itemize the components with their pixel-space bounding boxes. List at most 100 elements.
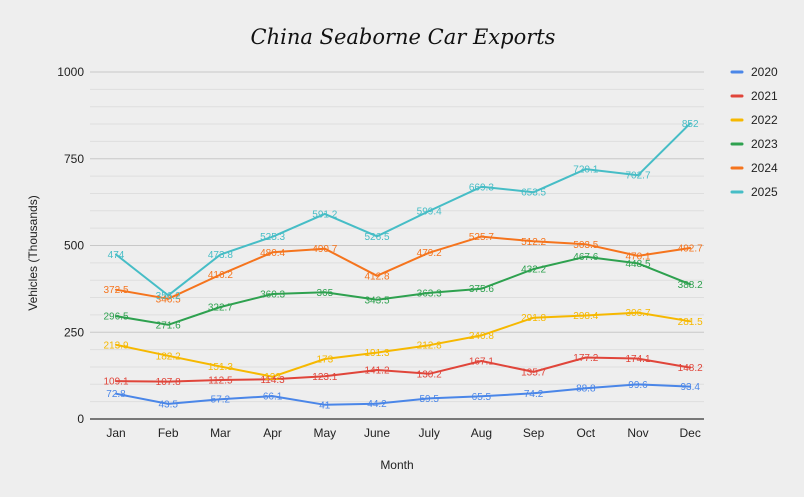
data-label: 291.8	[521, 313, 546, 324]
x-axis-ticks: Jan Feb Mar Apr May June July Aug Sep Oct Nov Dec	[106, 426, 701, 440]
data-label: 167.1	[469, 357, 494, 368]
series-line-2021	[115, 356, 692, 383]
data-label: 240.8	[469, 331, 494, 342]
data-label: 107.8	[156, 377, 181, 388]
data-label: 114.3	[260, 375, 285, 386]
data-label: 432.2	[521, 265, 546, 276]
data-label: 148.2	[678, 363, 703, 374]
data-label: 448.5	[625, 259, 650, 270]
data-label: 599.4	[417, 207, 442, 218]
x-axis-label: Month	[380, 458, 413, 472]
data-label: 66.1	[263, 392, 283, 403]
series-line-2025	[115, 122, 692, 297]
x-tick-label: Sep	[523, 426, 545, 440]
data-label: 356.2	[156, 291, 181, 302]
data-label: 503.5	[573, 240, 598, 251]
data-label: 296.5	[103, 312, 128, 323]
data-label: 365	[316, 288, 333, 299]
y-tick-label: 250	[64, 325, 84, 339]
data-label: 182.2	[156, 351, 181, 362]
series-line-2024	[115, 235, 692, 300]
legend-label-2020: 2020	[751, 65, 778, 79]
data-label: 41	[319, 400, 331, 411]
data-label: 322.7	[208, 303, 233, 314]
data-label: 44.2	[367, 399, 387, 410]
y-tick-label: 0	[77, 412, 84, 426]
x-tick-label: July	[419, 426, 440, 440]
x-tick-label: Dec	[680, 426, 701, 440]
data-label: 525.3	[260, 232, 285, 243]
data-label: 57.2	[211, 395, 231, 406]
y-tick-label: 750	[64, 152, 84, 166]
data-label: 492.7	[678, 244, 703, 255]
legend-label-2021: 2021	[751, 89, 778, 103]
data-label: 512.2	[521, 237, 546, 248]
y-tick-label: 500	[64, 239, 84, 253]
x-tick-label: Nov	[627, 426, 648, 440]
data-label: 43.5	[158, 399, 178, 410]
data-label: 212.8	[417, 341, 442, 352]
series-line-2022	[115, 311, 692, 378]
data-label: 653.5	[521, 188, 546, 199]
data-label: 191.3	[364, 348, 389, 359]
data-label: 416.2	[208, 270, 233, 281]
data-label: 112.5	[208, 375, 233, 386]
data-label: 74.2	[524, 389, 544, 400]
data-label: 109.1	[103, 377, 128, 388]
data-label: 213.9	[103, 340, 128, 351]
y-axis-label: Vehicles (Thousands)	[26, 195, 40, 310]
x-tick-label: Feb	[158, 426, 179, 440]
data-label: 151.3	[208, 362, 233, 373]
data-label: 526.5	[364, 232, 389, 243]
data-label: 470.1	[625, 251, 650, 262]
data-label: 467.6	[573, 252, 598, 263]
series-line-2023	[115, 255, 692, 326]
data-label: 372.5	[103, 285, 128, 296]
grid	[90, 71, 704, 420]
x-tick-label: Aug	[471, 426, 492, 440]
data-label: 93.4	[680, 382, 700, 393]
y-tick-label: 1000	[57, 65, 84, 79]
data-label: 474	[108, 250, 125, 261]
legend-label-2022: 2022	[751, 113, 778, 127]
data-label: 363.3	[417, 288, 442, 299]
legend-label-2025: 2025	[751, 185, 778, 199]
x-tick-label: June	[364, 426, 390, 440]
x-tick-label: Apr	[263, 426, 282, 440]
data-label: 346.5	[156, 294, 181, 305]
data-label: 375.6	[469, 284, 494, 295]
data-label: 141.2	[364, 366, 389, 377]
legend-label-2023: 2023	[751, 137, 778, 151]
data-labels: 72.8 43.5 57.2 66.1 41 44.2 59.5 65.5 74.2 88.8 99…	[103, 119, 703, 411]
chart-title: China Seaborne Car Exports	[251, 25, 556, 49]
data-label: 473.8	[208, 250, 233, 261]
series-line-2020	[115, 383, 692, 406]
data-label: 479.2	[417, 248, 442, 259]
data-label: 306.7	[625, 308, 650, 319]
data-label: 135.7	[521, 367, 546, 378]
data-label: 852	[682, 119, 699, 130]
data-label: 480.4	[260, 248, 285, 259]
data-label: 173	[316, 354, 333, 365]
data-label: 99.6	[628, 380, 648, 391]
data-label: 130.2	[417, 369, 442, 380]
data-label: 281.5	[678, 317, 703, 328]
data-label: 525.7	[469, 232, 494, 243]
x-tick-label: Jan	[106, 426, 125, 440]
data-label: 298.4	[573, 311, 598, 322]
data-label: 490.7	[312, 244, 337, 255]
data-label: 88.8	[576, 384, 596, 395]
data-label: 174.1	[625, 354, 650, 365]
series-lines	[115, 122, 692, 406]
data-label: 65.5	[472, 392, 492, 403]
data-label: 412.8	[364, 271, 389, 282]
data-label: 59.5	[419, 394, 439, 405]
y-axis-ticks: 0 250 500 750 1000	[57, 65, 84, 426]
data-label: 591.2	[312, 209, 337, 220]
data-label: 388.2	[678, 280, 703, 291]
data-label: 343.5	[364, 295, 389, 306]
data-label: 271.6	[156, 320, 181, 331]
legend: 2020 2021 2022 2023 2024 2025	[730, 65, 778, 199]
